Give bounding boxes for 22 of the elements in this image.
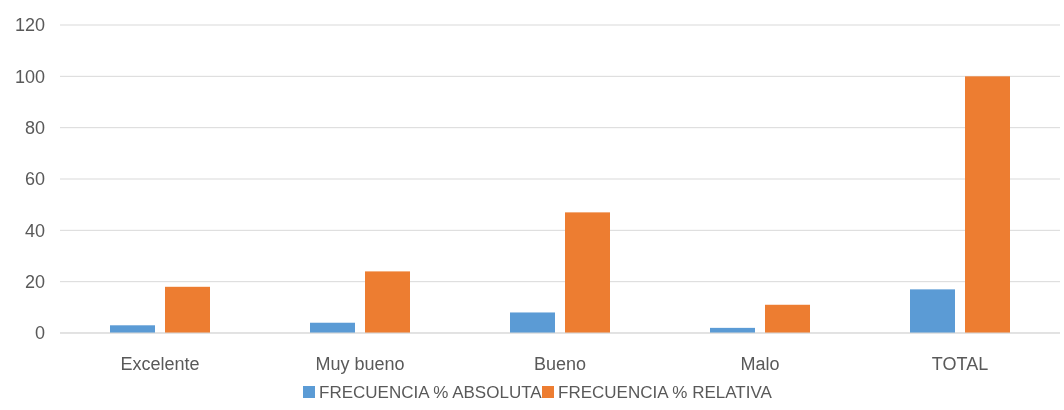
y-tick-label: 100: [14, 66, 45, 87]
y-tick-label: 20: [24, 271, 45, 292]
y-tick-label: 60: [24, 169, 45, 190]
bar: [765, 304, 810, 333]
x-tick-label: Excelente: [120, 354, 200, 374]
x-tick-label: Muy bueno: [315, 354, 405, 374]
legend-label: FRECUENCIA % RELATIVA: [558, 383, 773, 402]
bar: [365, 271, 410, 333]
bar: [910, 289, 955, 333]
bar: [565, 212, 610, 333]
y-tick-label: 0: [34, 323, 45, 344]
y-tick-label: 120: [14, 15, 45, 36]
legend-label: FRECUENCIA % ABSOLUTA: [319, 383, 543, 402]
x-tick-label: TOTAL: [931, 354, 989, 374]
x-tick-label: Malo: [740, 354, 780, 374]
bar: [965, 76, 1010, 333]
y-tick-label: 40: [24, 220, 45, 241]
bar: [165, 286, 210, 333]
bar: [110, 325, 155, 333]
x-tick-label: Bueno: [533, 354, 587, 374]
bar: [510, 312, 555, 333]
y-tick-label: 80: [24, 117, 45, 138]
